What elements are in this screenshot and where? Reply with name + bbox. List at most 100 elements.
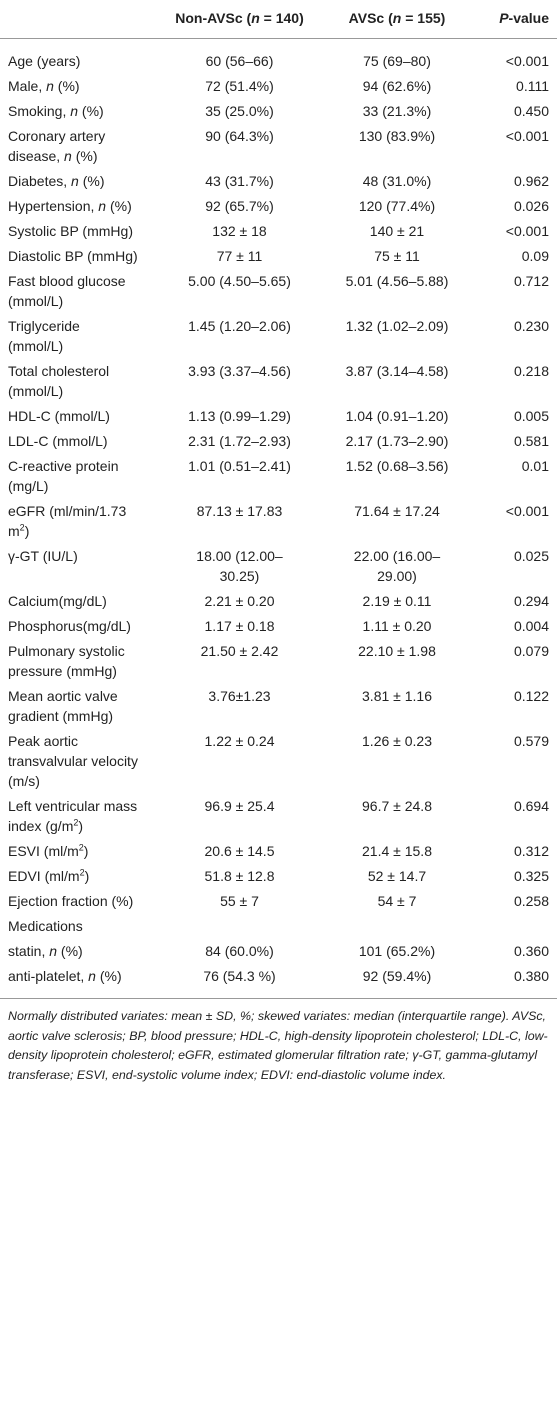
table-row: HDL-C (mmol/L) 1.13 (0.99–1.29) 1.04 (0.91… xyxy=(0,404,557,429)
table-row: Calcium(mg/dL) 2.21 ± 0.20 2.19 ± 0.11 0.29… xyxy=(0,589,557,614)
text-run: -value xyxy=(508,10,549,26)
text-run: Diabetes, xyxy=(8,173,72,189)
text-run: Coronary artery disease, xyxy=(8,128,106,164)
superscript: 2 xyxy=(19,522,25,533)
row-label: Ejection fraction (%) xyxy=(8,893,134,909)
table-row: eGFR (ml/min/1.73 m2) 87.13 ± 17.83 71.64 … xyxy=(0,499,557,544)
text-run: Male, xyxy=(8,78,47,94)
text-run: (%) xyxy=(71,148,98,164)
non-avsc-value: 3.93 (3.37–4.56) xyxy=(188,363,291,379)
column-header: AVSc (n = 155) xyxy=(317,0,477,39)
row-label: Medications xyxy=(8,918,83,934)
row-label: EDVI (ml/m2) xyxy=(0,864,162,889)
row-label: Male, n (%) xyxy=(0,74,162,99)
table-row: Systolic BP (mmHg) 132 ± 18 140 ± 21 <0.001 xyxy=(0,219,557,244)
avsc-value: 52 ± 14.7 xyxy=(367,868,427,884)
non-avsc-value: 43 (31.7%) xyxy=(205,173,274,189)
p-value: 0.581 xyxy=(513,433,549,449)
row-label: Peak aortic transvalvular velocity (m/s) xyxy=(8,733,138,789)
text-run: (%) xyxy=(53,78,80,94)
superscript: 2 xyxy=(79,867,85,878)
non-avsc-value: 3.76±1.23 xyxy=(208,688,271,704)
table-row: Fast blood glucose (mmol/L) 5.00 (4.50–5.… xyxy=(0,269,557,314)
avsc-value: 5.01 (4.56–5.88) xyxy=(345,273,449,289)
table-row: Diastolic BP (mmHg) 77 ± 11 75 ± 11 0.09 xyxy=(0,244,557,269)
non-avsc-value: 77 ± 11 xyxy=(216,248,263,264)
table-row: γ-GT (IU/L) 18.00 (12.00–30.25) 22.00 (16.… xyxy=(0,544,557,589)
row-label: Total cholesterol (mmol/L) xyxy=(8,363,110,399)
row-label: Mean aortic valve gradient (mmHg) xyxy=(8,688,118,724)
header-blank xyxy=(0,0,162,39)
avsc-value: 96.7 ± 24.8 xyxy=(362,798,432,814)
p-value: 0.579 xyxy=(513,733,549,749)
non-avsc-value: 76 (54.3 %) xyxy=(203,968,276,984)
p-value: <0.001 xyxy=(505,503,549,519)
p-value: 0.294 xyxy=(513,593,549,609)
italic-run: n xyxy=(64,148,72,164)
non-avsc-value: 60 (56–66) xyxy=(205,53,274,69)
p-value: 0.218 xyxy=(513,363,549,379)
row-label: Systolic BP (mmHg) xyxy=(8,223,133,239)
row-label: Age (years) xyxy=(8,53,81,69)
column-header: Non-AVSc (n = 140) xyxy=(162,0,317,39)
text-run: = 140) xyxy=(259,10,304,26)
text-run: ) xyxy=(24,523,30,539)
p-value: 0.360 xyxy=(513,943,549,959)
text-run: = 155) xyxy=(401,10,446,26)
avsc-value: 75 ± 11 xyxy=(374,248,420,264)
p-value: 0.380 xyxy=(513,968,549,984)
italic-run: n xyxy=(98,198,107,214)
text-run: Left ventricular mass index (g/m xyxy=(8,798,138,834)
non-avsc-value: 1.45 (1.20–2.06) xyxy=(188,318,291,334)
avsc-value: 71.64 ± 17.24 xyxy=(354,503,440,519)
empty-cell xyxy=(317,914,477,939)
row-label: ESVI (ml/m2) xyxy=(0,839,162,864)
superscript: 2 xyxy=(78,842,84,853)
text-run: EDVI (ml/m xyxy=(8,868,80,884)
table-row: Diabetes, n (%) 43 (31.7%) 48 (31.0%) 0.962 xyxy=(0,169,557,194)
text-run: (%) xyxy=(57,943,83,959)
table-row: Coronary artery disease, n (%) 90 (64.3%)… xyxy=(0,124,557,169)
table-row: Left ventricular mass index (g/m2) 96.9 ±… xyxy=(0,794,557,839)
table-row: Phosphorus(mg/dL) 1.17 ± 0.18 1.11 ± 0.20 0… xyxy=(0,614,557,639)
table-row: anti-platelet, n (%) 76 (54.3 %) 92 (59.4%… xyxy=(0,964,557,999)
avsc-value: 1.04 (0.91–1.20) xyxy=(345,408,449,424)
avsc-value: 92 (59.4%) xyxy=(362,968,432,984)
empty-cell xyxy=(477,914,557,939)
avsc-value: 75 (69–80) xyxy=(363,53,431,69)
non-avsc-value: 92 (65.7%) xyxy=(205,198,274,214)
p-value: 0.258 xyxy=(513,893,549,909)
avsc-value: 1.52 (0.68–3.56) xyxy=(345,458,449,474)
table-row: Medications xyxy=(0,914,557,939)
text-run: Non-AVSc ( xyxy=(175,10,252,26)
table-body: Age (years) 60 (56–66) 75 (69–80) <0.001 Mal… xyxy=(0,39,557,999)
superscript: 2 xyxy=(73,817,79,828)
row-label: HDL-C (mmol/L) xyxy=(8,408,110,424)
p-value: 0.962 xyxy=(513,173,549,189)
avsc-value: 33 (21.3%) xyxy=(362,103,432,119)
table-row: Age (years) 60 (56–66) 75 (69–80) <0.001 xyxy=(0,39,557,74)
italic-run: n xyxy=(46,78,54,94)
text-run: ) xyxy=(84,868,90,884)
italic-run: n xyxy=(70,103,79,119)
text-run: ESVI (ml/m xyxy=(8,843,79,859)
empty-cell xyxy=(162,914,317,939)
text-run: ) xyxy=(78,818,84,834)
table-row: Ejection fraction (%) 55 ± 7 54 ± 7 0.258 xyxy=(0,889,557,914)
data-table: Non-AVSc (n = 140) AVSc (n = 155) P-value … xyxy=(0,0,557,999)
header-row: Non-AVSc (n = 140) AVSc (n = 155) P-value xyxy=(0,0,557,39)
non-avsc-value: 87.13 ± 17.83 xyxy=(196,503,283,519)
row-label: LDL-C (mmol/L) xyxy=(8,433,108,449)
row-label: Left ventricular mass index (g/m2) xyxy=(0,794,162,839)
non-avsc-value: 1.13 (0.99–1.29) xyxy=(188,408,291,424)
table-row: Male, n (%) 72 (51.4%) 94 (62.6%) 0.111 xyxy=(0,74,557,99)
table-row: Smoking, n (%) 35 (25.0%) 33 (21.3%) 0.450 xyxy=(0,99,557,124)
non-avsc-value: 96.9 ± 25.4 xyxy=(204,798,275,814)
avsc-value: 1.26 ± 0.23 xyxy=(362,733,432,749)
table-row: Pulmonary systolic pressure (mmHg) 21.50 … xyxy=(0,639,557,684)
text-run: (%) xyxy=(78,173,105,189)
table-row: ESVI (ml/m2) 20.6 ± 14.5 21.4 ± 15.8 0.312 xyxy=(0,839,557,864)
row-label: Coronary artery disease, n (%) xyxy=(0,124,162,169)
italic-run: n xyxy=(251,10,260,26)
